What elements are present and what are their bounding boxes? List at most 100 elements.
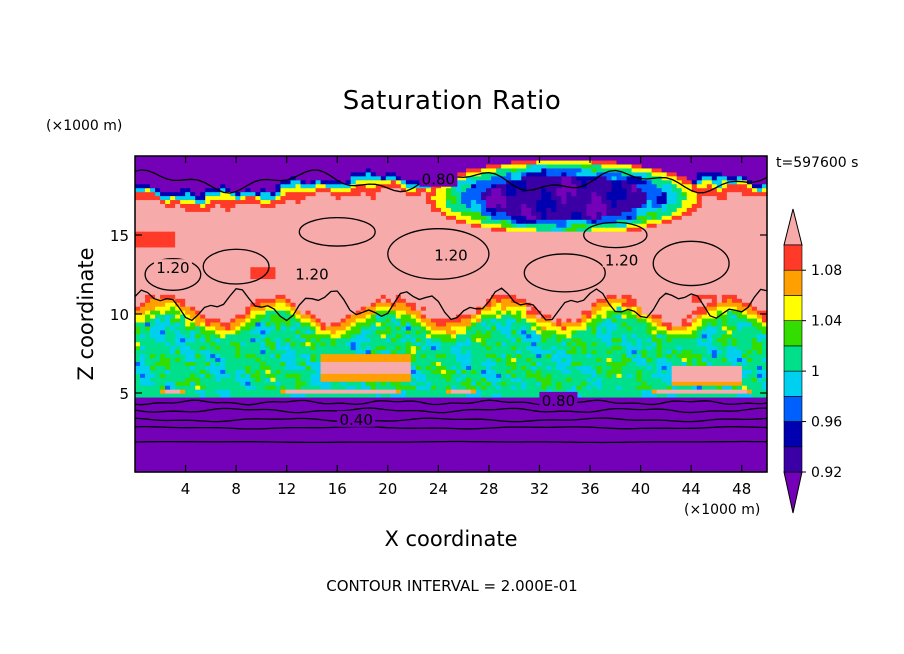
field-cell [701,377,708,382]
field-cell [466,428,472,434]
field-cell [476,321,482,327]
field-cell [350,428,357,434]
field-cell [521,381,527,386]
field-cell [345,448,352,453]
field-cell [335,389,342,394]
field-cell [425,341,432,347]
field-cell [596,317,603,323]
field-cell [551,345,557,351]
field-cell [761,369,768,374]
field-cell [681,329,688,335]
field-cell [751,444,758,449]
field-cell [430,385,437,390]
field-cell [591,412,598,418]
field-cell [350,452,357,457]
field-cell [616,345,623,351]
field-cell [756,321,763,327]
field-cell [591,329,598,335]
field-cell [616,448,623,453]
field-cell [160,357,166,362]
field-cell [310,385,317,390]
field-cell [661,444,668,449]
field-cell [761,373,768,378]
field-cell [305,325,312,331]
field-cell [415,325,422,331]
field-cell [200,329,206,335]
field-cell [476,452,482,457]
field-cell [165,385,171,390]
field-cell [761,396,768,402]
field-cell [566,377,572,382]
field-cell [466,341,472,347]
field-cell [240,353,246,359]
field-cell [736,317,743,323]
field-cell [230,377,236,382]
field-cell [155,393,161,398]
field-cell [701,460,708,465]
field-cell [375,389,382,394]
field-cell [651,325,658,331]
field-cell [305,456,312,461]
field-cell [721,428,728,434]
field-cell [626,357,633,362]
field-cell [751,408,758,414]
field-cell [330,393,337,398]
field-cell [190,452,196,457]
field-cell [255,389,261,394]
field-cell [661,337,668,343]
field-cell [686,349,693,355]
field-cell [280,317,287,323]
field-cell [380,456,387,461]
field-cell [671,345,678,351]
field-cell [400,333,407,339]
field-cell [676,317,683,323]
field-cell [516,321,522,327]
field-cell [150,325,156,331]
field-cell [551,321,557,327]
field-cell [410,404,417,410]
field-cell [666,349,673,355]
field-cell [360,432,367,438]
field-cell [711,337,718,343]
field-cell [601,436,608,441]
field-cell [180,396,186,402]
field-cell [746,436,753,441]
field-cell [581,420,588,426]
field-cell [205,353,211,359]
field-cell [135,317,141,323]
field-cell [290,436,297,441]
field-cell [410,349,417,355]
field-cell [325,389,332,394]
field-cell [696,361,703,366]
field-cell [466,353,472,359]
field-cell [435,353,442,359]
field-cell [721,448,728,453]
field-cell [491,353,497,359]
field-cell [591,464,598,469]
field-cell [440,373,447,378]
field-cell [521,448,527,453]
field-cell [496,468,502,473]
field-cell [275,432,282,438]
field-cell [621,353,628,359]
field-cell [270,460,277,465]
field-cell [701,440,708,445]
field-cell [511,345,517,351]
field-cell [756,317,763,323]
field-cell [245,329,251,335]
field-cell [551,432,557,438]
field-cell [716,444,723,449]
field-cell [330,353,337,359]
field-cell [290,345,297,351]
field-cell [686,317,693,323]
field-cell [506,377,512,382]
field-cell [310,357,317,362]
field-cell [145,317,151,323]
field-cell [716,373,723,378]
field-cell [576,341,583,347]
field-cell [576,365,583,370]
field-cell [676,361,683,366]
field-cell [501,369,507,374]
field-cell [435,393,442,398]
field-cell [746,464,753,469]
